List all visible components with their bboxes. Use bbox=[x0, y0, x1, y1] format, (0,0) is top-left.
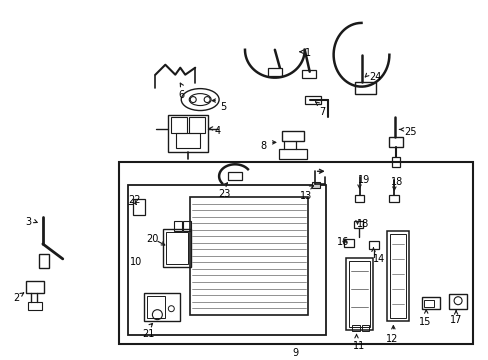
Bar bbox=[26, 281, 44, 293]
Text: 15: 15 bbox=[418, 317, 431, 327]
Bar bbox=[28, 302, 42, 310]
Text: 9: 9 bbox=[292, 347, 298, 357]
Text: 4: 4 bbox=[214, 126, 220, 136]
Bar bbox=[353, 221, 363, 228]
Bar bbox=[421, 297, 439, 309]
Text: 14: 14 bbox=[372, 254, 384, 264]
Text: 5: 5 bbox=[220, 102, 226, 112]
Bar bbox=[168, 114, 208, 152]
Bar bbox=[424, 300, 433, 307]
Text: 20: 20 bbox=[146, 234, 159, 244]
Text: 8: 8 bbox=[260, 141, 265, 152]
Bar bbox=[189, 117, 205, 134]
Bar bbox=[343, 239, 353, 247]
Text: 11: 11 bbox=[352, 341, 364, 351]
Text: 13: 13 bbox=[299, 191, 311, 201]
Bar bbox=[133, 199, 145, 215]
Bar bbox=[174, 221, 182, 231]
Bar bbox=[354, 82, 376, 94]
Text: 3: 3 bbox=[25, 217, 31, 227]
Text: 6: 6 bbox=[178, 90, 184, 100]
Text: 19: 19 bbox=[357, 175, 369, 185]
Text: 16: 16 bbox=[336, 237, 348, 247]
Text: 21: 21 bbox=[142, 329, 155, 339]
Bar bbox=[386, 231, 408, 321]
Bar bbox=[348, 261, 370, 327]
Bar bbox=[448, 294, 466, 309]
Bar bbox=[369, 241, 379, 249]
Text: 2: 2 bbox=[13, 293, 19, 303]
Bar bbox=[183, 221, 191, 231]
Bar bbox=[281, 131, 303, 141]
Bar bbox=[304, 96, 320, 104]
Bar bbox=[227, 172, 242, 180]
Bar bbox=[128, 185, 325, 334]
Bar bbox=[278, 149, 306, 159]
Bar bbox=[176, 134, 200, 148]
Bar bbox=[354, 195, 364, 202]
Bar bbox=[39, 254, 49, 268]
Text: 18: 18 bbox=[390, 177, 403, 187]
Bar bbox=[361, 325, 369, 330]
Bar bbox=[147, 296, 165, 318]
Bar bbox=[391, 157, 400, 167]
Bar bbox=[190, 197, 307, 315]
Bar bbox=[163, 229, 191, 267]
Bar bbox=[267, 68, 281, 76]
Bar bbox=[388, 195, 399, 202]
Bar bbox=[118, 162, 472, 343]
Text: 10: 10 bbox=[129, 257, 142, 267]
Text: 18: 18 bbox=[356, 219, 368, 229]
Bar bbox=[351, 325, 359, 330]
Text: 22: 22 bbox=[128, 195, 141, 205]
Bar bbox=[171, 117, 187, 134]
Text: 23: 23 bbox=[218, 189, 230, 199]
Text: 24: 24 bbox=[369, 72, 381, 82]
Bar bbox=[311, 182, 319, 188]
Text: 7: 7 bbox=[319, 107, 325, 117]
Text: 25: 25 bbox=[404, 127, 416, 138]
Bar bbox=[166, 232, 188, 264]
Bar bbox=[345, 258, 373, 330]
Text: 1: 1 bbox=[304, 48, 310, 58]
Bar bbox=[388, 138, 403, 147]
Bar bbox=[389, 234, 406, 318]
Text: 17: 17 bbox=[449, 315, 462, 325]
Bar bbox=[301, 70, 315, 78]
Bar bbox=[144, 293, 180, 321]
Text: 12: 12 bbox=[386, 334, 398, 343]
